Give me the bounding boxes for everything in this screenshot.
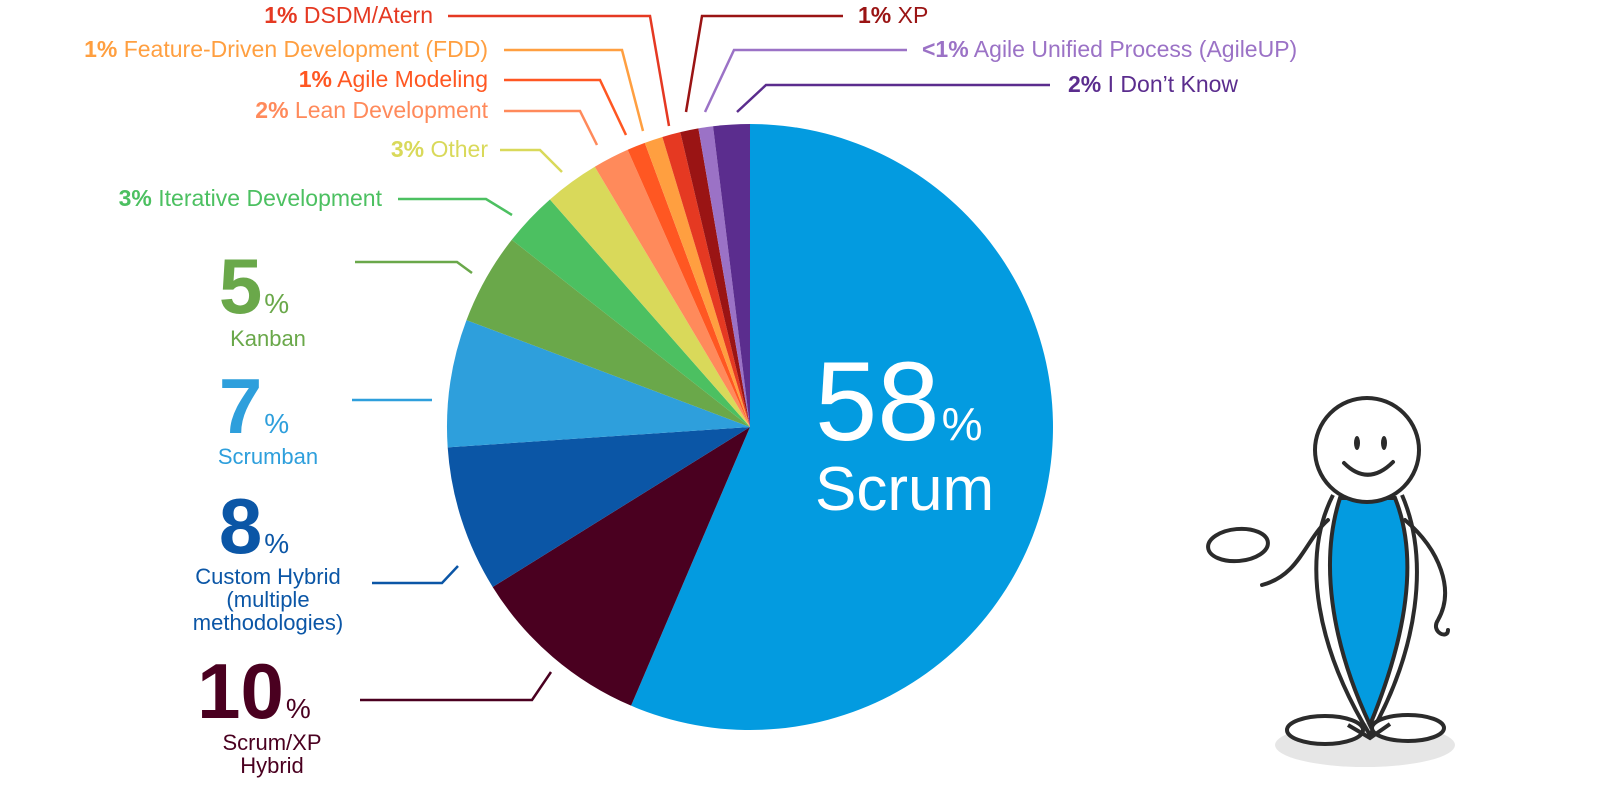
xp-leader — [684, 14, 843, 113]
kanban-pct-label: 5% — [219, 242, 289, 330]
pie-slice-feature-driven-development-fdd — [644, 136, 750, 427]
agile-unified-process-agileup-label: <1% Agile Unified Process (AgileUP) — [922, 36, 1297, 62]
scrum-name-label: Scrum — [815, 455, 994, 524]
lean-development-label: 2% Lean Development — [255, 97, 488, 123]
pie-slice-kanban — [466, 239, 750, 427]
i-don-t-know-label: 2% I Don’t Know — [1068, 71, 1238, 97]
pie-slice-scrum-xp-hybrid — [492, 427, 750, 706]
pie-slice-xp — [680, 128, 750, 427]
iterative-development-label: 3% Iterative Development — [119, 185, 383, 211]
pie-slice-lean-development — [594, 149, 750, 428]
other-label: 3% Other — [391, 136, 489, 162]
stick-figure-mascot — [1206, 396, 1455, 767]
iterative-development-leader — [398, 197, 513, 217]
agile-modeling-label: 1% Agile Modeling — [299, 66, 488, 92]
pie-slice-other — [549, 166, 750, 427]
scrum-xp-hybrid-name-line: Scrum/XP — [222, 730, 321, 755]
custom-hybrid-multiple-methodologies-name-line: methodologies) — [193, 610, 343, 635]
dsdm-atern-leader — [448, 14, 671, 127]
i-don-t-know-leader — [736, 83, 1050, 113]
custom-hybrid-multiple-methodologies-leader — [372, 565, 459, 585]
agile-modeling-leader — [504, 78, 628, 136]
scrum-xp-hybrid-name-line: Hybrid — [240, 753, 304, 778]
leader-lines — [352, 14, 1050, 702]
scrum-xp-hybrid-pct-label: 10% — [197, 647, 311, 735]
feature-driven-development-fdd-label: 1% Feature-Driven Development (FDD) — [84, 36, 488, 62]
kanban-name-line: Kanban — [230, 326, 306, 351]
xp-label: 1% XP — [858, 2, 928, 28]
scrum-xp-hybrid-leader — [360, 671, 553, 702]
pie-slice-scrum — [631, 124, 1053, 731]
pie-slice-agile-unified-process-agileup — [698, 126, 750, 427]
custom-hybrid-multiple-methodologies-name-line: Custom Hybrid — [195, 564, 340, 589]
pie-slice-agile-modeling — [627, 142, 750, 427]
scrumban-name-line: Scrumban — [218, 444, 318, 469]
pie-slice-iterative-development — [511, 199, 750, 427]
dsdm-atern-label: 1% DSDM/Atern — [264, 2, 433, 28]
pie-slice-scrumban — [446, 320, 750, 448]
pie-slice-dsdm-atern — [662, 132, 750, 427]
agile-unified-process-agileup-leader — [703, 48, 907, 113]
custom-hybrid-multiple-methodologies-name-line: (multiple — [226, 587, 309, 612]
feature-driven-development-fdd-leader — [504, 48, 645, 132]
other-leader — [500, 148, 563, 173]
pie-slice-i-don-t-know — [713, 123, 750, 427]
scrumban-pct-label: 7% — [219, 362, 289, 450]
lean-development-leader — [504, 109, 599, 146]
custom-hybrid-multiple-methodologies-pct-label: 8% — [219, 482, 289, 570]
pie-slices — [446, 123, 1053, 731]
pie-slice-custom-hybrid-multiple-methodologies — [447, 427, 750, 587]
kanban-leader — [355, 260, 473, 275]
